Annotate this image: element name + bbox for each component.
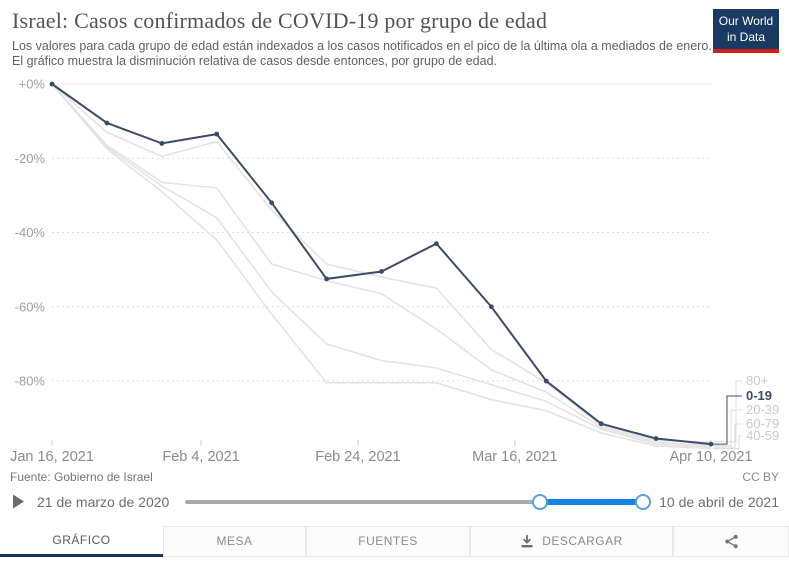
- series-marker-0-19: [434, 240, 439, 246]
- timeline-end-label: 10 de abril de 2021: [659, 493, 779, 510]
- legend-connector-0-19: [713, 395, 742, 445]
- series-marker-0-19: [598, 420, 604, 426]
- tab-bar: GRÁFICO MESA FUENTES DESCARGAR: [0, 525, 789, 557]
- legend-label-40-59[interactable]: 40-59: [746, 428, 779, 443]
- y-tick-label: +0%: [19, 76, 46, 91]
- series-line-80+: [51, 82, 712, 443]
- y-tick-label: -80%: [15, 373, 46, 388]
- legend-label-0-19[interactable]: 0-19: [746, 388, 772, 403]
- x-tick-label: Mar 16, 2021: [472, 449, 557, 465]
- legend-label-20-39[interactable]: 20-39: [746, 402, 779, 417]
- series-line-0-19: [51, 82, 712, 445]
- slider-selected-range[interactable]: [540, 498, 644, 505]
- chart-subtitle-line2: El gráfico muestra la disminución relati…: [12, 54, 498, 69]
- source-label: Fuente: Gobierno de Israel: [10, 469, 153, 484]
- series-marker-0-19: [379, 268, 384, 274]
- legend-label-80+[interactable]: 80+: [746, 373, 768, 388]
- timeline-slider[interactable]: [185, 493, 652, 510]
- y-tick-label: -20%: [15, 150, 46, 165]
- series-marker-0-19: [653, 435, 659, 441]
- owid-logo-line2: in Data: [726, 29, 766, 44]
- tab-mesa[interactable]: MESA: [163, 525, 306, 557]
- page-title: Israel: Casos confirmados de COVID-19 po…: [12, 8, 548, 33]
- tab-grafico-label: GRÁFICO: [52, 532, 111, 547]
- series-marker-0-19: [49, 81, 55, 86]
- license-link[interactable]: CC BY: [742, 469, 779, 484]
- download-icon: [521, 535, 533, 548]
- source-row: Fuente: Gobierno de Israel CC BY: [0, 466, 789, 484]
- tab-fuentes-label: FUENTES: [358, 534, 418, 548]
- series-marker-0-19: [543, 378, 549, 383]
- series-marker-0-19: [214, 131, 220, 137]
- tab-share[interactable]: [673, 525, 789, 557]
- chart-header: Israel: Casos confirmados de COVID-19 po…: [0, 0, 789, 70]
- tab-descargar[interactable]: DESCARGAR: [470, 525, 673, 557]
- series-marker-0-19: [269, 199, 275, 205]
- legend-label-60-79[interactable]: 60-79: [746, 416, 779, 431]
- owid-logo[interactable]: Our World in Data: [713, 9, 779, 54]
- series-marker-0-19: [159, 140, 165, 146]
- tab-fuentes[interactable]: FUENTES: [306, 525, 470, 557]
- x-tick-label: Apr 10, 2021: [669, 449, 752, 465]
- series-marker-0-19: [104, 120, 110, 125]
- owid-logo-line1: Our World: [718, 14, 774, 28]
- slider-track[interactable]: [185, 499, 644, 504]
- legend-connector-60-79: [713, 423, 742, 448]
- legend-connector-40-59: [713, 435, 742, 449]
- tab-descargar-label: DESCARGAR: [542, 534, 623, 548]
- series-marker-0-19: [708, 441, 714, 447]
- legend-connector-80+: [713, 380, 742, 442]
- series-line-20-39: [51, 82, 712, 446]
- chart-subtitle-line1: Los valores para cada grupo de edad está…: [12, 39, 712, 53]
- slider-handle-end[interactable]: [635, 493, 652, 510]
- series-line-40-59: [51, 82, 712, 449]
- x-tick-label: Jan 16, 2021: [10, 449, 94, 465]
- chart-svg: +0% -20% -40% -60% -80% Jan 16, 2021 Feb 4, 20…: [10, 76, 779, 465]
- x-tick-label: Feb 24, 2021: [315, 449, 400, 465]
- timeline-start-label: 21 de marzo de 2020: [37, 493, 170, 510]
- tab-grafico[interactable]: GRÁFICO: [0, 525, 163, 557]
- slider-handle-start[interactable]: [532, 493, 549, 510]
- y-tick-label: -40%: [15, 225, 46, 240]
- legend-connector-20-39: [713, 409, 742, 446]
- series-marker-0-19: [324, 276, 329, 281]
- y-tick-label: -60%: [15, 299, 46, 314]
- series-line-60-79: [51, 82, 712, 448]
- timeline-controls: 21 de marzo de 2020 10 de abril de 2021: [0, 484, 789, 518]
- series-marker-0-19: [488, 303, 494, 309]
- tab-mesa-label: MESA: [216, 534, 253, 548]
- share-icon: [724, 534, 738, 548]
- x-tick-label: Feb 4, 2021: [162, 449, 239, 465]
- play-icon[interactable]: [12, 494, 25, 509]
